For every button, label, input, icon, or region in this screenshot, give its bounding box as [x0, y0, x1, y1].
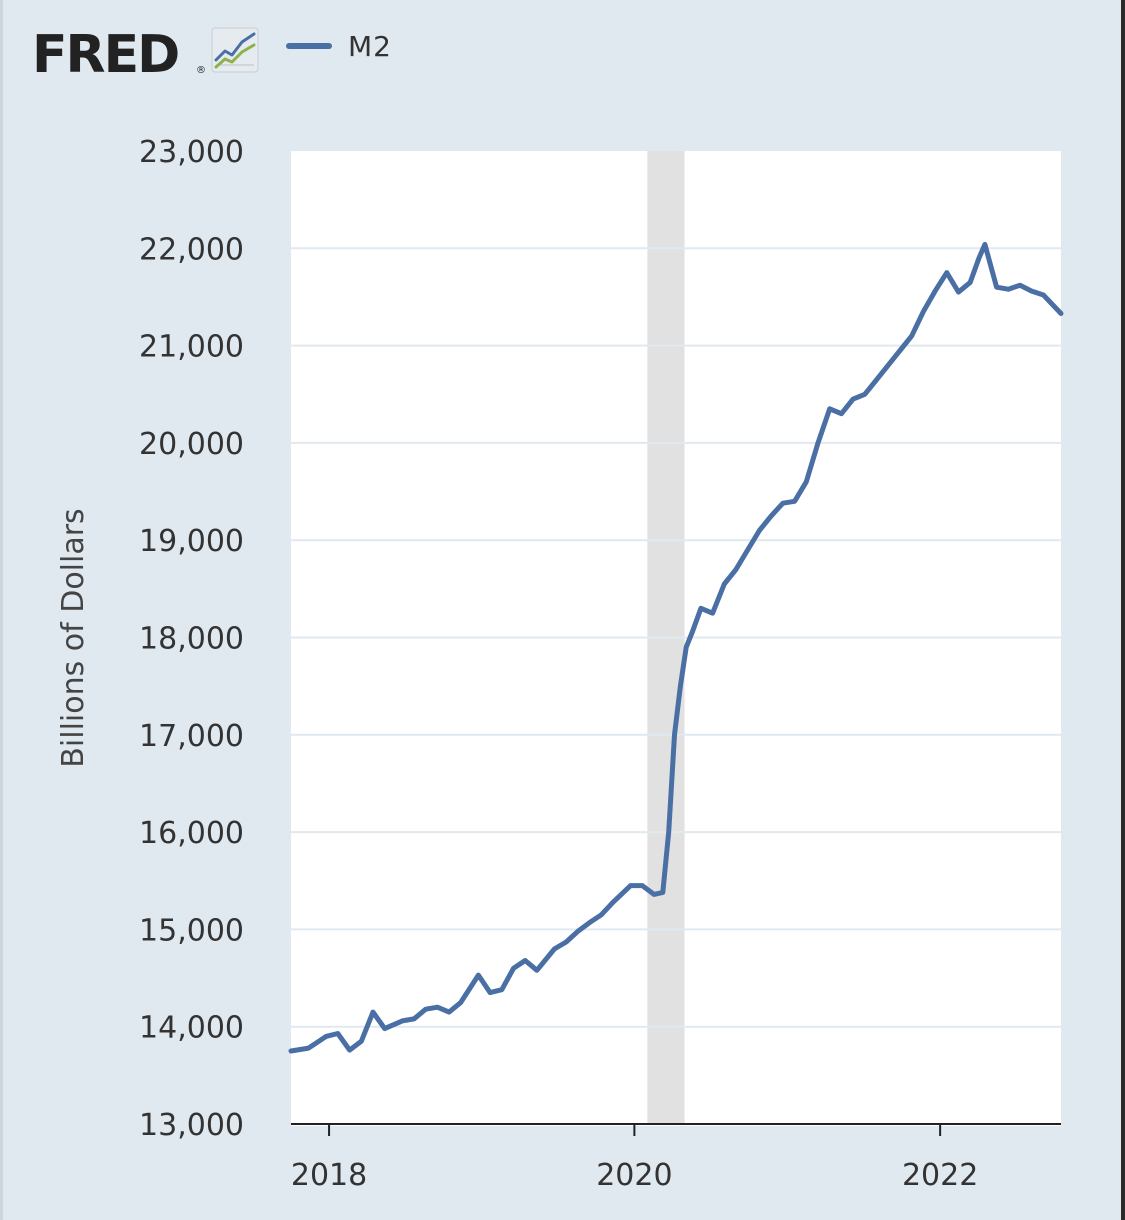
- x-tick-label: 2020: [596, 1158, 672, 1193]
- y-tick-label: 19,000: [139, 524, 244, 559]
- legend-swatch: [286, 43, 332, 49]
- y-tick-label: 15,000: [139, 913, 244, 948]
- y-tick-label: 22,000: [139, 232, 244, 267]
- y-tick-label: 23,000: [139, 135, 244, 170]
- legend-label: M2: [348, 29, 392, 63]
- x-tick-label: 2022: [902, 1158, 978, 1193]
- fred-logo[interactable]: FRED ®: [32, 24, 272, 88]
- y-tick-label: 18,000: [139, 622, 244, 657]
- series-line-m2: [288, 241, 1064, 1054]
- y-tick-label: 17,000: [139, 719, 244, 754]
- y-tick-label: 20,000: [139, 427, 244, 462]
- x-tick-label: 2018: [291, 1158, 367, 1193]
- frame-edge-right: [1121, 0, 1125, 1220]
- fred-logo-text: FRED: [32, 25, 178, 84]
- fred-logo-graphic: FRED ®: [32, 25, 259, 85]
- y-tick-label: 14,000: [139, 1011, 244, 1046]
- series-layer: [288, 241, 1064, 1054]
- line-chart-icon: [211, 27, 259, 73]
- frame-edge-left: [0, 0, 3, 1220]
- legend: M2: [286, 26, 392, 66]
- axis-layer: 13,000 14,000 15,000 16,000 17,000 18,000 19,0…: [139, 135, 1061, 1193]
- y-tick-label: 16,000: [139, 816, 244, 851]
- y-axis-label: Billions of Dollars: [56, 508, 91, 767]
- registered-mark: ®: [196, 65, 206, 76]
- y-tick-label: 13,000: [139, 1108, 244, 1143]
- y-tick-label: 21,000: [139, 330, 244, 365]
